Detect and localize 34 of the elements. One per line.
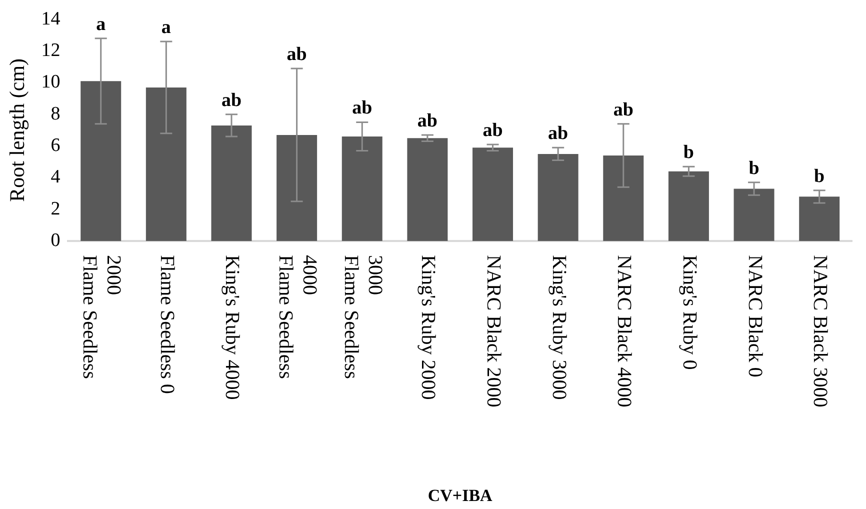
x-tick-label: NARC Black 2000: [482, 255, 505, 408]
y-tick-label: 0: [50, 230, 60, 251]
annotation: a: [161, 16, 172, 38]
x-tick-label: NARC Black 4000: [613, 255, 636, 408]
x-tick-label: King's Ruby 0: [678, 255, 700, 370]
x-tick-label: King's Ruby 4000: [221, 255, 244, 400]
y-tick-label: 4: [50, 166, 61, 188]
y-tick-label: 14: [41, 8, 61, 30]
x-tick-label: King's Ruby 2000: [417, 255, 440, 400]
y-tick-label: 2: [50, 198, 60, 220]
x-tick-label: NARC Black 0: [744, 255, 766, 378]
annotation: b: [748, 158, 760, 179]
annotation: ab: [613, 99, 634, 120]
x-tick-label: NARC Black 3000: [809, 255, 832, 408]
annotation: ab: [548, 123, 568, 144]
x-tick-label: Flame Seedless 0: [156, 255, 178, 394]
y-tick-label: 10: [41, 72, 60, 93]
x-tick-label: Flame Seedless 2000: [78, 255, 125, 380]
annotation: b: [814, 166, 825, 187]
x-tick-label: Flame Seedless 3000: [340, 255, 386, 380]
annotation: a: [96, 14, 106, 35]
y-tick-label: 6: [50, 135, 60, 156]
annotation: ab: [482, 120, 503, 141]
y-tick-label: 8: [50, 103, 60, 124]
annotation: b: [683, 142, 694, 164]
annotation: ab: [221, 90, 242, 111]
y-axis-title: Root length (cm): [5, 58, 30, 202]
y-tick-label: 12: [41, 40, 60, 62]
x-tick-label: King's Ruby 3000: [548, 255, 570, 400]
x-tick-label: Flame Seedless 4000: [274, 255, 321, 380]
annotation: ab: [352, 98, 372, 119]
x-axis-title: CV+IBA: [428, 486, 494, 505]
annotation: ab: [417, 110, 438, 132]
annotation: ab: [286, 44, 307, 65]
